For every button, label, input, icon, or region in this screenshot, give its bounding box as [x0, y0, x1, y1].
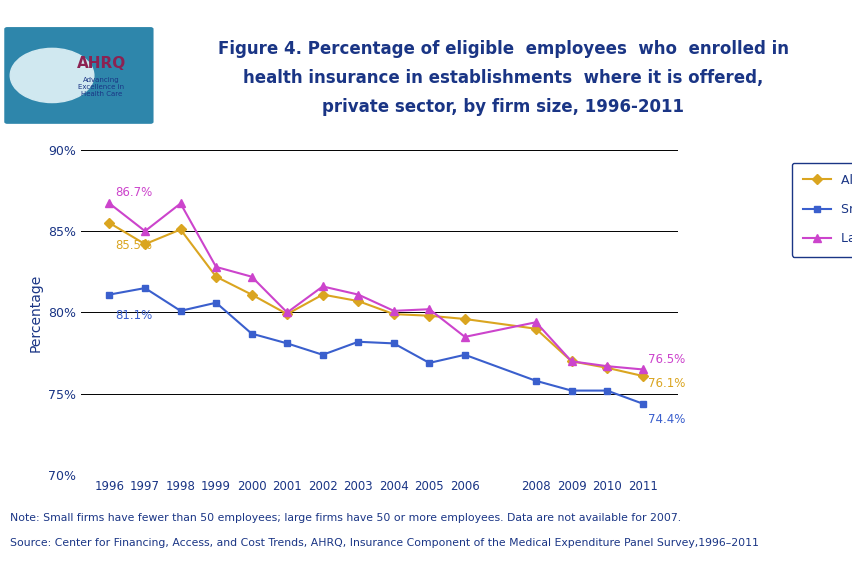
Y-axis label: Percentage: Percentage [29, 274, 43, 351]
Text: Source: Center for Financing, Access, and Cost Trends, AHRQ, Insurance Component: Source: Center for Financing, Access, an… [10, 538, 758, 548]
FancyBboxPatch shape [4, 27, 153, 124]
Text: 74.4%: 74.4% [648, 414, 684, 426]
Circle shape [10, 48, 94, 103]
Text: Note: Small firms have fewer than 50 employees; large firms have 50 or more empl: Note: Small firms have fewer than 50 emp… [10, 513, 681, 524]
Text: 86.7%: 86.7% [115, 185, 152, 199]
Text: Figure 4. Percentage of eligible  employees  who  enrolled in: Figure 4. Percentage of eligible employe… [217, 40, 788, 58]
Text: private sector, by firm size, 1996-2011: private sector, by firm size, 1996-2011 [322, 97, 683, 116]
Text: 76.5%: 76.5% [648, 353, 684, 366]
Text: AHRQ: AHRQ [77, 56, 126, 71]
Text: 85.5%: 85.5% [115, 239, 152, 252]
Text: 76.1%: 76.1% [648, 377, 684, 390]
Legend: All firms, Small firms, Large firms: All firms, Small firms, Large firms [791, 162, 852, 256]
Text: 81.1%: 81.1% [115, 309, 152, 322]
Text: Advancing
Excellence in
Health Care: Advancing Excellence in Health Care [78, 77, 124, 97]
Text: health insurance in establishments  where it is offered,: health insurance in establishments where… [243, 69, 763, 87]
